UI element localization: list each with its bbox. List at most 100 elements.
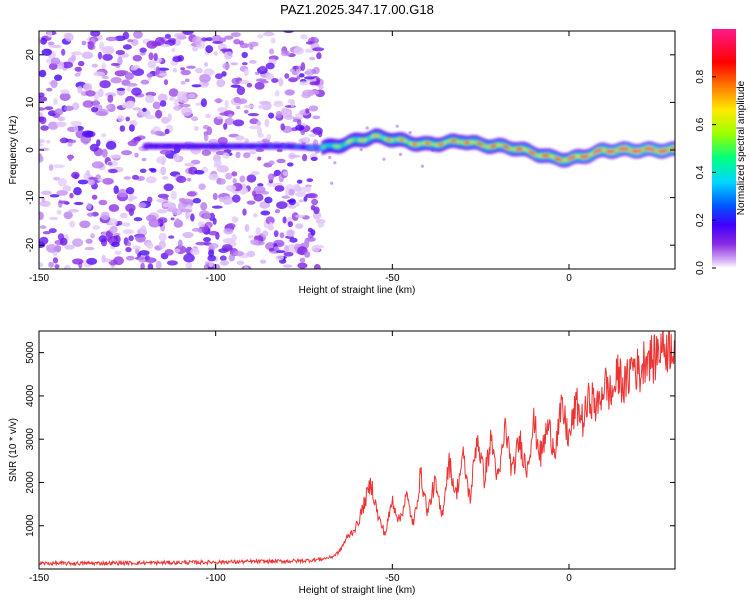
noise-blob	[285, 187, 290, 197]
noise-blob	[39, 107, 46, 111]
noise-blob	[269, 48, 274, 55]
noise-blob	[244, 224, 250, 232]
noise-blob	[92, 225, 101, 230]
noise-blob	[239, 175, 246, 183]
y-tick-label: -10	[25, 190, 36, 205]
noise-blob	[87, 212, 94, 217]
noise-blob	[287, 221, 293, 228]
noise-blob	[284, 73, 290, 79]
noise-blob	[266, 182, 275, 187]
noise-blob	[208, 230, 219, 236]
noise-blob	[296, 119, 302, 126]
noise-blob	[180, 80, 186, 85]
noise-blob	[221, 244, 233, 251]
noise-blob	[174, 218, 181, 225]
noise-blob	[259, 65, 266, 72]
noise-blob	[274, 185, 285, 192]
noise-blob	[231, 216, 239, 223]
noise-blob	[251, 171, 260, 176]
colorbar-tick-label: 0.0	[695, 261, 706, 275]
noise-blob	[174, 33, 186, 38]
noise-blob	[155, 66, 160, 75]
y-tick-label: 5000	[25, 341, 36, 364]
noise-blob	[214, 158, 222, 167]
noise-blob	[289, 154, 301, 158]
noise-blob	[170, 217, 175, 221]
noise-blob	[63, 105, 74, 112]
noise-blob	[182, 231, 194, 239]
noise-blob	[268, 112, 275, 119]
noise-blob	[292, 65, 299, 70]
noise-blob	[231, 234, 237, 242]
noise-blob	[243, 152, 251, 159]
noise-blob	[212, 217, 217, 225]
noise-blob	[126, 82, 138, 87]
x-tick-label: -50	[385, 573, 400, 584]
noise-blob	[248, 235, 254, 239]
noise-blob	[85, 90, 96, 97]
noise-blob	[47, 31, 53, 38]
noise-blob	[159, 100, 167, 107]
noise-blob	[101, 148, 108, 158]
noise-blob	[93, 71, 105, 77]
noise-blob	[316, 52, 322, 60]
noise-blob	[68, 154, 73, 162]
noise-blob	[312, 126, 323, 135]
noise-blob	[105, 104, 112, 110]
noise-blob	[124, 72, 134, 80]
noise-blob	[295, 223, 304, 230]
noise-blob	[173, 105, 182, 111]
noise-blob	[56, 209, 62, 215]
noise-blob	[113, 256, 124, 266]
noise-blob	[280, 50, 291, 57]
colorbar-ticks: 0.0 0.2 0.4 0.6 0.8	[695, 69, 716, 275]
noise-blob	[185, 78, 190, 83]
x-tick-label: 0	[566, 273, 572, 284]
noise-blob	[87, 41, 94, 50]
noise-blob	[293, 47, 305, 55]
noise-blob	[283, 114, 294, 120]
x-tick-label: 0	[566, 573, 572, 584]
noise-blob	[221, 71, 227, 77]
noise-blob	[108, 168, 118, 174]
noise-blob	[109, 154, 122, 159]
x-tick-label: -100	[206, 273, 226, 284]
noise-blob	[117, 115, 125, 123]
noise-blob	[222, 152, 230, 159]
noise-blob	[158, 232, 167, 242]
y-tick-label: 20	[25, 49, 36, 61]
noise-blob	[46, 244, 57, 248]
noise-blob	[260, 210, 271, 216]
noise-blob	[133, 217, 143, 222]
noise-blob	[293, 185, 302, 192]
noise-blob	[127, 140, 138, 147]
noise-blob	[57, 116, 66, 122]
noise-blob	[125, 255, 135, 261]
noise-blob	[268, 222, 274, 230]
noise-blob	[132, 107, 141, 111]
noise-blob	[68, 209, 80, 213]
noise-blob	[232, 178, 237, 184]
colorbar-tick-label: 0.4	[695, 165, 706, 179]
noise-blob	[128, 124, 135, 132]
noise-blob	[156, 198, 167, 203]
noise-blob	[91, 161, 104, 169]
noise-blob	[216, 178, 226, 185]
noise-blob	[138, 250, 150, 256]
noise-blob	[82, 100, 94, 108]
noise-blob	[276, 201, 288, 210]
noise-blob	[250, 239, 259, 245]
noise-blob	[164, 33, 171, 39]
noise-blob	[105, 141, 117, 150]
noise-blob	[302, 153, 308, 162]
noise-blob	[275, 255, 284, 261]
noise-blob	[265, 216, 275, 225]
noise-blob	[203, 237, 211, 243]
noise-blob	[247, 113, 259, 117]
noise-blob	[163, 79, 169, 86]
noise-blob	[268, 160, 275, 165]
noise-blob	[395, 124, 399, 128]
noise-blob	[297, 262, 308, 269]
noise-blob	[216, 79, 226, 88]
noise-blob	[225, 184, 237, 192]
